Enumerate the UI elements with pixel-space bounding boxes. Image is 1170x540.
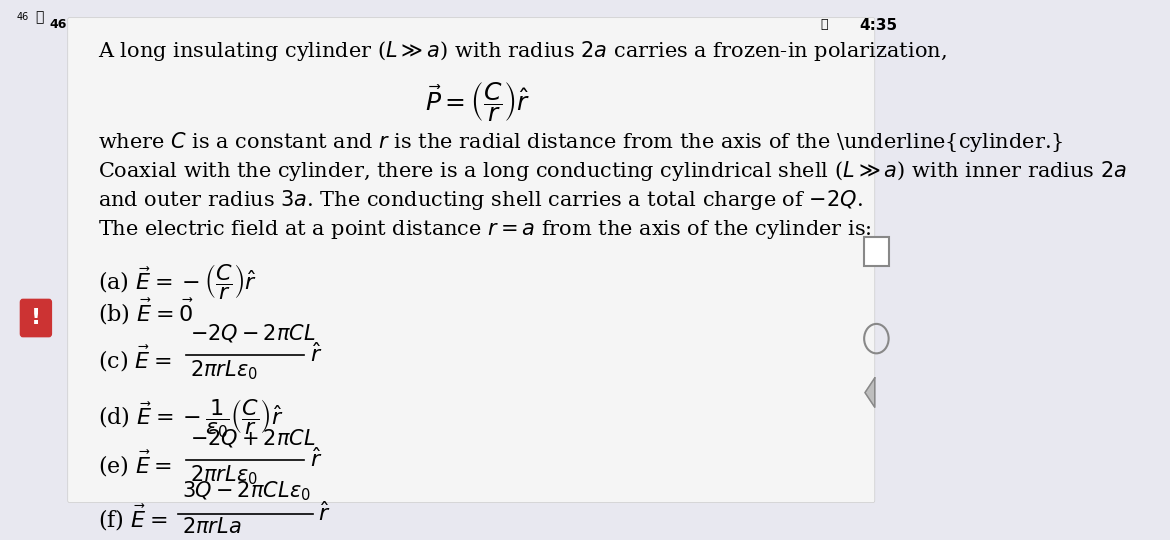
Text: $\hat{r}$: $\hat{r}$ [310,448,323,472]
Text: where $C$ is a constant and $r$ is the radial distance from the axis of the \und: where $C$ is a constant and $r$ is the r… [98,130,1064,153]
Text: (c) $\vec{E} = $: (c) $\vec{E} = $ [98,343,172,374]
FancyBboxPatch shape [68,18,875,503]
Text: $2\pi r L\varepsilon_0$: $2\pi r L\varepsilon_0$ [191,463,257,487]
Text: 🔔: 🔔 [820,18,828,31]
Text: $-2Q + 2\pi CL$: $-2Q + 2\pi CL$ [191,427,316,449]
Text: (f) $\vec{E} = $: (f) $\vec{E} = $ [98,503,167,533]
FancyBboxPatch shape [865,237,889,266]
FancyBboxPatch shape [20,299,51,336]
Text: $2\pi r L\varepsilon_0$: $2\pi r L\varepsilon_0$ [191,358,257,382]
Text: $2\pi r L a$: $2\pi r L a$ [183,517,241,537]
Text: Coaxial with the cylinder, there is a long conducting cylindrical shell ($L \gg : Coaxial with the cylinder, there is a lo… [98,159,1127,183]
Polygon shape [865,378,875,407]
Text: $-2Q - 2\pi CL$: $-2Q - 2\pi CL$ [191,321,316,343]
Text: 4:35: 4:35 [860,18,897,32]
Text: $\vec{P} = \left(\dfrac{C}{r}\right)\hat{r}$: $\vec{P} = \left(\dfrac{C}{r}\right)\hat… [425,80,530,124]
Text: (d) $\vec{E} = -\dfrac{1}{\varepsilon_0}\left(\dfrac{C}{r}\right)\hat{r}$: (d) $\vec{E} = -\dfrac{1}{\varepsilon_0}… [98,397,283,440]
Text: and outer radius $3a$. The conducting shell carries a total charge of $-2Q$.: and outer radius $3a$. The conducting sh… [98,188,862,212]
Text: $3Q - 2\pi CL\varepsilon_0$: $3Q - 2\pi CL\varepsilon_0$ [183,479,311,503]
Text: 🔔: 🔔 [35,10,43,24]
Text: $\hat{r}$: $\hat{r}$ [310,343,323,367]
Text: !: ! [30,308,41,328]
Text: (b) $\vec{E} = \vec{0}$: (b) $\vec{E} = \vec{0}$ [98,296,193,327]
Text: 46: 46 [16,12,28,22]
Text: (a) $\vec{E} = -\left(\dfrac{C}{r}\right)\hat{r}$: (a) $\vec{E} = -\left(\dfrac{C}{r}\right… [98,262,257,301]
Text: $\hat{r}$: $\hat{r}$ [318,502,331,526]
Text: A long insulating cylinder ($L \gg a$) with radius $2a$ carries a frozen-in pola: A long insulating cylinder ($L \gg a$) w… [98,39,947,63]
Text: 46: 46 [49,18,67,31]
Text: The electric field at a point distance $r = a$ from the axis of the cylinder is:: The electric field at a point distance $… [98,218,872,241]
Text: (e) $\vec{E} = $: (e) $\vec{E} = $ [98,449,172,479]
